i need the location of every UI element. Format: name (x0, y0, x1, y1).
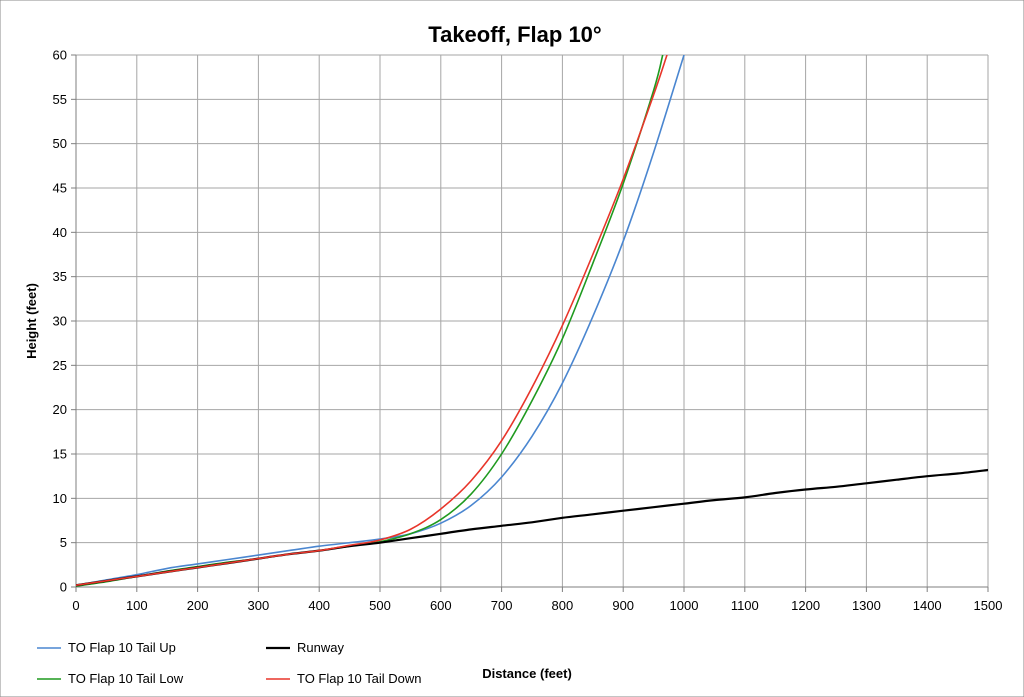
legend-item-to-flap-10-tail-low: TO Flap 10 Tail Low (37, 671, 184, 686)
x-tick-label-1100: 1100 (731, 598, 759, 613)
y-axis-title: Height (feet) (24, 283, 39, 359)
y-tick-label-40: 40 (53, 225, 67, 240)
x-tick-label-0: 0 (72, 598, 79, 613)
legend-item-to-flap-10-tail-down: TO Flap 10 Tail Down (266, 671, 422, 686)
legend-label-to-flap-10-tail-up: TO Flap 10 Tail Up (68, 640, 176, 655)
y-tick-label-0: 0 (60, 580, 67, 595)
chart-title: Takeoff, Flap 10° (428, 22, 601, 47)
x-tick-label-600: 600 (430, 598, 452, 613)
y-tick-label-5: 5 (60, 535, 67, 550)
series-line-to-flap-10-tail-down (76, 55, 668, 586)
y-tick-label-25: 25 (53, 358, 67, 373)
legend-item-to-flap-10-tail-up: TO Flap 10 Tail Up (37, 640, 176, 655)
x-tick-label-400: 400 (308, 598, 330, 613)
y-tick-label-50: 50 (53, 136, 67, 151)
legend-item-runway: Runway (266, 640, 344, 655)
legend-label-to-flap-10-tail-low: TO Flap 10 Tail Low (68, 671, 184, 686)
y-tick-label-55: 55 (53, 92, 67, 107)
y-tick-label-35: 35 (53, 269, 67, 284)
y-tick-label-30: 30 (53, 314, 67, 329)
legend-label-runway: Runway (297, 640, 344, 655)
legend: TO Flap 10 Tail Up TO Flap 10 Tail Low Run… (37, 640, 422, 686)
x-tick-label-1000: 1000 (670, 598, 699, 613)
x-axis-title: Distance (feet) (482, 666, 572, 681)
x-tick-label-200: 200 (187, 598, 209, 613)
series (76, 55, 988, 587)
x-tick-label-900: 900 (612, 598, 634, 613)
x-tick-label-1500: 1500 (974, 598, 1003, 613)
y-tick-label-45: 45 (53, 181, 67, 196)
x-tick-label-800: 800 (552, 598, 574, 613)
x-tick-label-1200: 1200 (791, 598, 820, 613)
y-tick-label-20: 20 (53, 402, 67, 417)
x-tick-label-1400: 1400 (913, 598, 942, 613)
x-tick-label-300: 300 (248, 598, 270, 613)
x-tick-label-1300: 1300 (852, 598, 881, 613)
legend-label-to-flap-10-tail-down: TO Flap 10 Tail Down (297, 671, 422, 686)
x-tick-label-500: 500 (369, 598, 391, 613)
y-tick-label-15: 15 (53, 447, 67, 462)
y-tick-label-10: 10 (53, 491, 67, 506)
x-tick-label-700: 700 (491, 598, 513, 613)
y-tick-label-60: 60 (53, 48, 67, 63)
x-tick-label-100: 100 (126, 598, 148, 613)
